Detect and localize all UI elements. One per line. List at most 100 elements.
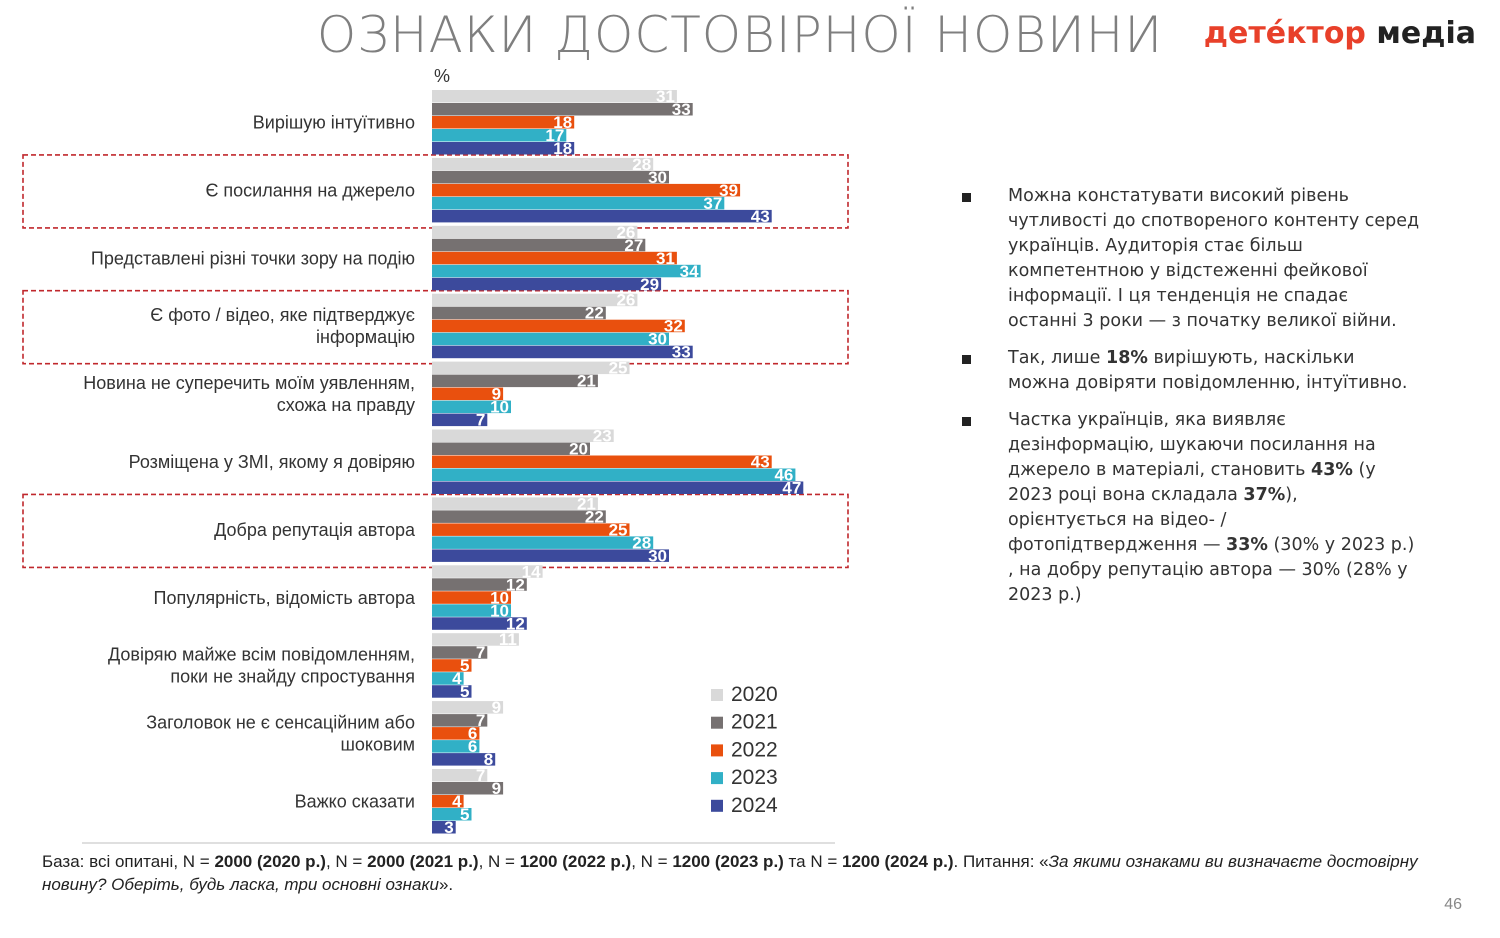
- data-label: 37: [703, 194, 722, 213]
- commentary-bullets: Можна констатувати високий рівень чутлив…: [960, 184, 1420, 620]
- bar: [432, 782, 504, 795]
- bar: [432, 633, 519, 646]
- bullet-square-icon: [962, 193, 971, 202]
- bar: [432, 578, 527, 591]
- data-label: 3: [444, 818, 453, 837]
- page-number: 46: [1444, 896, 1462, 913]
- category-label: Є фото / відео, яке підтверджує інформаці…: [150, 305, 415, 347]
- bullet-item: Можна констатувати високий рівень чутлив…: [960, 184, 1420, 334]
- category-label: Вирішую інтуїтивно: [253, 113, 415, 133]
- bullet-highlight: 33%: [1226, 535, 1268, 555]
- data-label: 9: [492, 385, 501, 404]
- data-label: 10: [490, 588, 509, 607]
- highlight-box: [22, 289, 849, 365]
- data-label: 18: [553, 139, 572, 158]
- category-label: Довіряю майже всім повідомленням, поки не…: [108, 645, 415, 687]
- bar: [432, 90, 677, 103]
- logo-part-2: медіа: [1376, 16, 1476, 51]
- data-label: 27: [624, 236, 643, 255]
- legend-swatch: [711, 772, 723, 785]
- data-label: 47: [782, 479, 801, 498]
- legend-label: 2023: [731, 766, 778, 789]
- data-label: 22: [585, 507, 604, 526]
- data-label: 7: [476, 411, 485, 430]
- data-label: 9: [492, 779, 501, 798]
- bar: [432, 400, 511, 414]
- footnote-segment: 2000 (2020 р.): [214, 852, 326, 871]
- footnote-segment: , N =: [631, 852, 673, 871]
- data-label: 21: [577, 372, 596, 391]
- bar: [432, 116, 575, 129]
- bar: [432, 225, 638, 239]
- bar: [432, 103, 693, 116]
- category-label: Представлені різні точки зору на подію: [91, 248, 415, 268]
- data-label: 30: [648, 330, 667, 349]
- legend-label: 2022: [731, 738, 778, 761]
- data-label: 22: [585, 304, 604, 323]
- bullet-highlight: 18%: [1106, 348, 1148, 368]
- data-label: 30: [648, 546, 667, 565]
- data-label: 34: [680, 262, 699, 281]
- category-label: Важко сказати: [295, 792, 415, 812]
- footnote-segment: . Питання: «: [953, 852, 1049, 871]
- bullet-square-icon: [962, 355, 971, 364]
- data-label: 6: [468, 737, 477, 756]
- bar: [432, 442, 590, 455]
- bar: [432, 183, 741, 197]
- category-label: Розміщена у ЗМІ, якому я довіряю: [129, 452, 415, 472]
- data-label: 46: [774, 466, 793, 485]
- bar: [432, 332, 669, 346]
- bar: [432, 374, 598, 388]
- bar: [432, 157, 654, 171]
- page-title: ОЗНАКИ ДОСТОВІРНОЇ НОВИНИ: [316, 6, 1164, 64]
- data-label: 7: [476, 711, 485, 730]
- bar: [432, 740, 480, 753]
- bar: [432, 209, 772, 223]
- footnote-segment: ».: [438, 875, 454, 894]
- bullet-item: Так, лише 18% вирішують, наскільки можна…: [960, 346, 1420, 396]
- bullet-text: Частка українців, яка виявляє дезінформа…: [1008, 410, 1376, 480]
- category-label: Новина не суперечить моїм уявленням, схож…: [83, 373, 415, 415]
- data-label: 31: [656, 87, 675, 106]
- bar: [432, 536, 654, 549]
- highlight-box: [22, 493, 849, 569]
- bullet-item: Частка українців, яка виявляє дезінформа…: [960, 408, 1420, 608]
- bar: [432, 617, 527, 630]
- bar: [432, 170, 669, 184]
- footnote: База: всі опитані, N = 2000 (2020 р.), N…: [42, 850, 1442, 896]
- bar: [432, 497, 598, 510]
- data-label: 30: [648, 168, 667, 187]
- data-label: 33: [672, 100, 691, 119]
- footnote-segment: 1200 (2024 р.): [841, 852, 954, 871]
- bullet-text: вирішують, наскільки можна довіряти пові…: [1008, 348, 1408, 393]
- data-label: 25: [609, 520, 628, 539]
- legend-label: 2020: [731, 683, 778, 706]
- footnote-segment: та N =: [783, 852, 842, 871]
- legend-swatch: [711, 799, 723, 812]
- data-label: 43: [751, 207, 770, 226]
- bar: [432, 264, 701, 278]
- data-label: 7: [476, 766, 485, 785]
- data-label: 9: [492, 698, 501, 717]
- legend-swatch: [711, 744, 723, 757]
- data-label: 28: [632, 155, 651, 174]
- data-label: 4: [452, 669, 462, 688]
- logo-part-1: детéктор: [1203, 16, 1366, 51]
- legend-label: 2024: [731, 794, 778, 817]
- bar: [432, 277, 662, 291]
- bar: [432, 591, 511, 604]
- data-label: 31: [656, 249, 675, 268]
- data-label: 25: [609, 359, 628, 378]
- bar: [432, 468, 796, 481]
- data-label: 43: [751, 453, 770, 472]
- footnote-segment: За якими ознаками ви визначаєте достовір…: [42, 852, 1418, 894]
- data-label: 6: [468, 724, 477, 743]
- bar: [432, 685, 472, 698]
- bar: [432, 293, 638, 307]
- bar: [432, 387, 504, 401]
- bar: [432, 714, 488, 727]
- data-label: 21: [577, 494, 596, 513]
- legend-label: 2021: [731, 711, 778, 734]
- data-label: 29: [640, 275, 659, 294]
